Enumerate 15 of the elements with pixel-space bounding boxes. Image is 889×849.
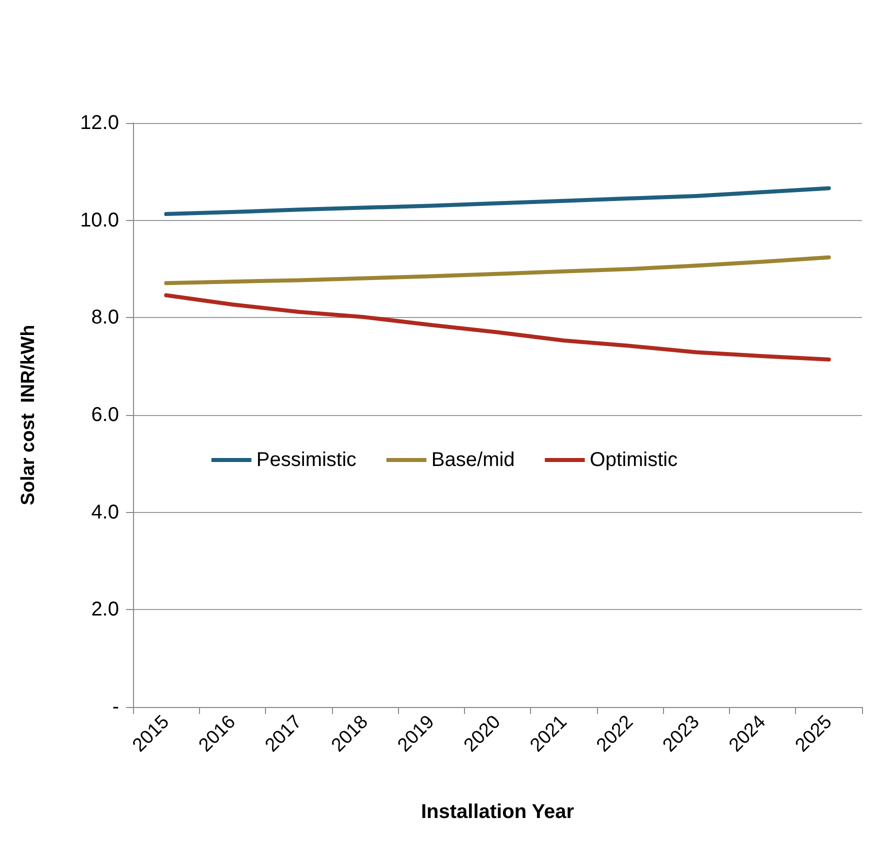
line-series <box>164 255 831 286</box>
y-axis-title: Solar cost INR/kWh <box>18 324 39 506</box>
y-tick-label: 4.0 <box>91 501 119 524</box>
x-axis-title: Installation Year <box>420 801 574 823</box>
y-tick-label: 2.0 <box>91 598 119 621</box>
y-tick-label: - <box>112 696 119 718</box>
legend-label: Base/mid <box>431 449 515 471</box>
line-series <box>164 293 831 362</box>
legend-label: Pessimistic <box>256 449 356 471</box>
y-tick-label: 10.0 <box>80 209 119 232</box>
legend-label: Optimistic <box>590 449 678 471</box>
line-series <box>164 186 831 216</box>
y-tick-label: 6.0 <box>91 404 119 426</box>
y-tick-label: 12.0 <box>80 112 119 134</box>
y-tick-label: 8.0 <box>91 306 119 329</box>
